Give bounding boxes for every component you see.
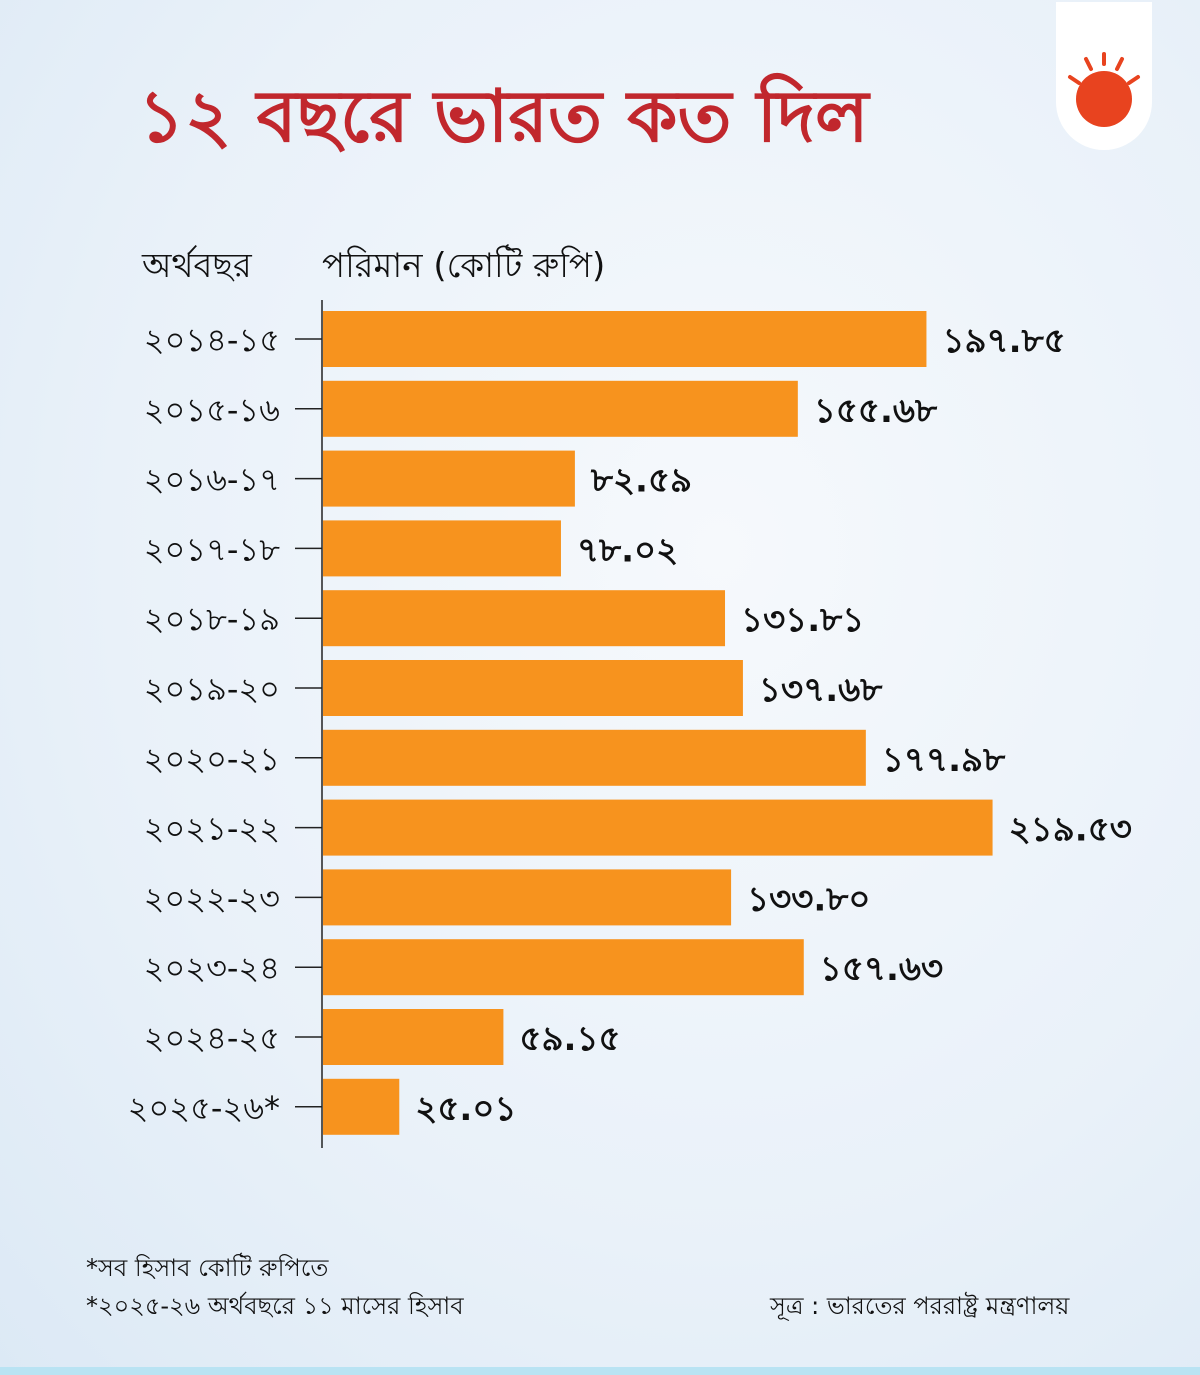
value-label: ১৭৭.৯৮ (882, 740, 1006, 780)
value-label: ১৩৭.৬৮ (759, 670, 883, 710)
bar (323, 729, 866, 786)
category-label: ২০১৯-২০ (144, 670, 280, 708)
category-label: ২০২৪-২৫ (144, 1019, 280, 1057)
footnote-1: *সব হিসাব কোটি রুপিতে (86, 1254, 329, 1282)
bar (323, 450, 575, 507)
bar (323, 590, 726, 647)
category-label: ২০২৩-২৪ (144, 949, 280, 987)
category-label: ২০২০-২১ (144, 740, 280, 778)
category-label: ২০১৪-১৫ (144, 321, 280, 359)
amount-axis-header: পরিমান (কোটি রুপি) (322, 246, 606, 286)
value-label: ৮২.৫৯ (590, 461, 692, 501)
value-label: ১৩৩.৮০ (747, 879, 870, 919)
value-label: ২১৯.৫৩ (1009, 810, 1132, 850)
value-label: ৫৯.১৫ (519, 1019, 620, 1059)
value-label: ১৫৭.৬৩ (820, 949, 943, 989)
category-label: ২০১৮-১৯ (144, 600, 280, 638)
bar (323, 1078, 400, 1135)
value-label: ১৩১.৮১ (741, 600, 864, 640)
year-axis-header: অর্থবছর (142, 246, 252, 286)
source-note: সূত্র : ভারতের পররাষ্ট্র মন্ত্রণালয় (770, 1292, 1070, 1320)
footnote-2: *২০২৫-২৬ অর্থবছরে ১১ মাসের হিসাব (86, 1292, 464, 1320)
category-label: ২০১৫-১৬ (144, 391, 280, 429)
sun-logo-icon (1068, 52, 1140, 127)
value-label: ১৯৭.৮৫ (942, 321, 1065, 361)
category-label: ২০১৭-১৮ (144, 530, 280, 568)
value-label: ১৫৫.৬৮ (814, 391, 938, 431)
bar (323, 869, 732, 926)
category-label: ২০২৫-২৬* (128, 1089, 280, 1127)
bar (323, 799, 993, 856)
category-label: ২০২১-২২ (144, 810, 280, 848)
category-label: ২০১৬-১৭ (144, 461, 280, 499)
logo (1056, 2, 1152, 150)
bar (323, 939, 804, 996)
chart-title: ১২ বছরে ভারত কত দিল (138, 74, 869, 158)
value-label: ২৫.০১ (415, 1089, 516, 1129)
bar (323, 311, 927, 367)
bar (323, 1009, 504, 1065)
bar (323, 380, 798, 437)
category-label: ২০২২-২৩ (144, 879, 280, 917)
value-label: ৭৮.০২ (577, 530, 678, 570)
bar (323, 660, 743, 716)
bottom-stripe (0, 1367, 1200, 1375)
bar (323, 520, 561, 577)
